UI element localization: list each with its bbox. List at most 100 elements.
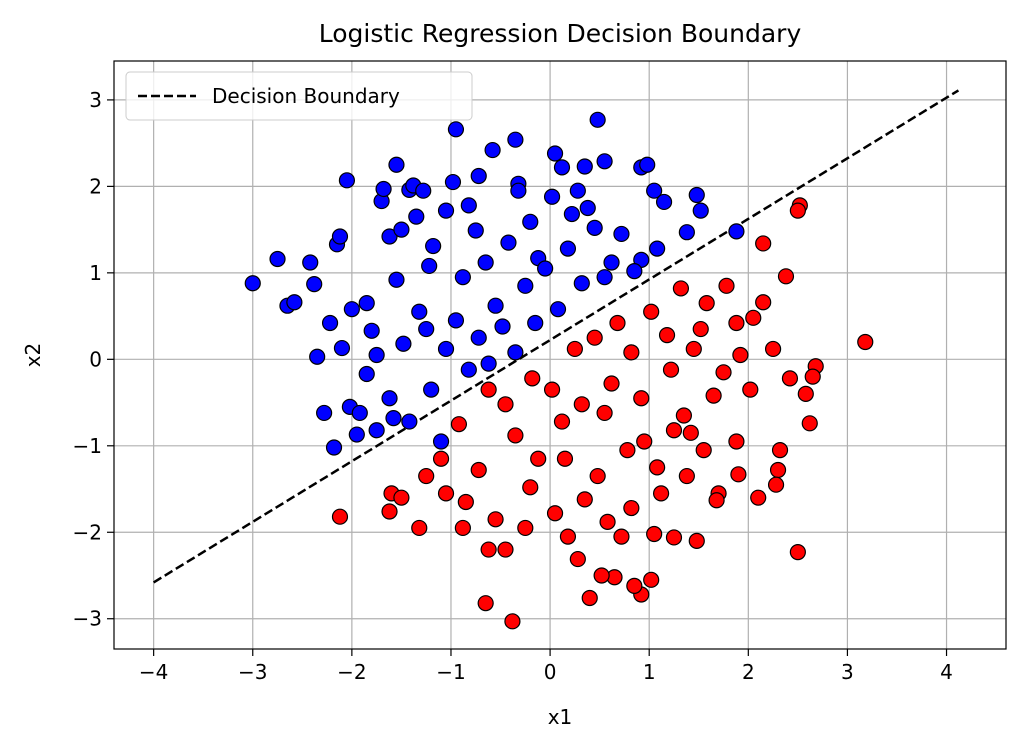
data-point xyxy=(576,491,593,508)
data-point xyxy=(432,433,450,450)
data-point xyxy=(589,467,606,485)
data-point xyxy=(480,381,497,398)
points-layer xyxy=(244,111,874,630)
data-point xyxy=(643,303,660,320)
data-point xyxy=(363,322,380,339)
data-point xyxy=(470,461,487,479)
data-point xyxy=(613,225,630,243)
data-point xyxy=(603,254,620,271)
data-point xyxy=(269,250,286,268)
legend-label: Decision Boundary xyxy=(212,84,400,108)
y-tick-label: 0 xyxy=(89,347,102,371)
data-point xyxy=(553,413,571,430)
data-point xyxy=(543,381,561,398)
data-point xyxy=(543,188,561,205)
data-point xyxy=(477,595,494,612)
data-point xyxy=(589,111,606,128)
data-point xyxy=(750,489,767,506)
data-point xyxy=(649,240,666,257)
data-point xyxy=(487,511,504,528)
data-point xyxy=(460,361,477,378)
data-point xyxy=(546,145,564,162)
data-point xyxy=(467,222,484,239)
data-point xyxy=(368,422,385,439)
data-point xyxy=(444,173,462,191)
data-point xyxy=(688,186,705,204)
data-point xyxy=(764,340,782,358)
data-point xyxy=(599,513,616,530)
data-point xyxy=(556,450,574,467)
data-point xyxy=(698,295,715,312)
data-point xyxy=(596,269,613,286)
data-point xyxy=(381,228,398,245)
data-point xyxy=(692,320,709,338)
data-point xyxy=(569,550,586,568)
x-tick-label: 1 xyxy=(643,660,656,684)
data-point xyxy=(563,205,580,223)
data-point xyxy=(418,320,435,338)
data-point xyxy=(457,493,474,511)
data-point xyxy=(781,370,799,387)
data-point xyxy=(401,413,418,430)
data-point xyxy=(732,346,749,364)
x-axis-label: x1 xyxy=(548,705,573,729)
data-point xyxy=(522,479,539,496)
data-point xyxy=(421,257,438,275)
data-point xyxy=(678,467,695,485)
data-point xyxy=(395,335,412,352)
data-point xyxy=(705,387,722,404)
data-point xyxy=(286,294,303,311)
data-point xyxy=(477,254,494,271)
data-point xyxy=(581,589,598,607)
data-point xyxy=(487,297,504,314)
data-point xyxy=(368,346,385,364)
data-point xyxy=(507,131,524,148)
x-tick-label: 4 xyxy=(940,660,953,684)
data-point xyxy=(767,476,785,493)
data-point xyxy=(639,156,656,173)
data-point xyxy=(393,221,410,238)
data-point xyxy=(643,571,660,588)
y-tick-label: −3 xyxy=(73,607,102,631)
data-point xyxy=(437,340,455,358)
data-point xyxy=(507,344,524,361)
data-point xyxy=(857,333,874,351)
data-point xyxy=(685,340,702,358)
data-point xyxy=(358,295,375,312)
data-point xyxy=(437,202,455,219)
data-point xyxy=(603,375,620,392)
data-point xyxy=(692,202,709,219)
data-point xyxy=(381,390,398,407)
data-point xyxy=(623,344,640,361)
data-point xyxy=(331,508,349,525)
data-point xyxy=(586,329,603,346)
data-point xyxy=(755,294,772,311)
data-point xyxy=(559,528,577,545)
data-point xyxy=(695,442,712,459)
data-point xyxy=(579,199,596,217)
x-tick-label: −4 xyxy=(139,660,168,684)
data-point xyxy=(718,277,735,294)
y-tick-label: 1 xyxy=(89,261,102,285)
data-point xyxy=(672,280,690,297)
data-point xyxy=(675,407,692,424)
plot-area-frame xyxy=(113,60,1007,650)
x-tick-label: 3 xyxy=(841,660,854,684)
x-tick-label: −2 xyxy=(337,660,366,684)
data-point xyxy=(411,303,428,320)
data-point xyxy=(517,277,534,294)
data-point xyxy=(804,368,821,385)
y-axis-label: x2 xyxy=(21,343,45,368)
data-point xyxy=(769,461,787,479)
data-point xyxy=(480,355,497,372)
data-point xyxy=(432,450,450,467)
data-point xyxy=(658,327,676,344)
data-point xyxy=(566,340,583,358)
data-point xyxy=(665,422,683,439)
data-point xyxy=(338,172,356,189)
data-point xyxy=(510,182,527,199)
data-point xyxy=(715,364,732,381)
data-point xyxy=(385,410,402,427)
data-point xyxy=(418,467,435,485)
